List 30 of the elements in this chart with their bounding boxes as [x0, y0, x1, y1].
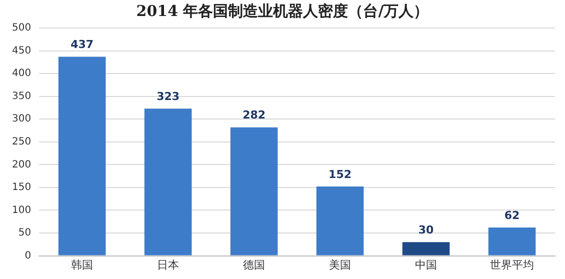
y-tick-label: 0 [24, 250, 32, 262]
bar [230, 127, 278, 256]
y-tick-label: 150 [12, 182, 32, 194]
bar [488, 228, 536, 256]
y-tick-label: 200 [12, 159, 32, 170]
data-label: 152 [328, 168, 352, 181]
x-tick-label: 韩国 [71, 258, 94, 272]
y-tick-label: 500 [12, 22, 32, 34]
y-tick-label: 250 [12, 136, 32, 148]
y-tick-label: 100 [12, 204, 32, 216]
data-label: 437 [70, 38, 94, 52]
data-label: 62 [504, 208, 520, 222]
x-tick-label: 日本 [157, 258, 180, 272]
data-label: 323 [156, 90, 180, 103]
y-tick-label: 350 [12, 90, 32, 102]
chart-title: 2014 年各国制造业机器人密度（台/万人） [135, 2, 430, 21]
bar [144, 108, 192, 256]
x-tick-label: 世界平均 [490, 258, 534, 272]
bar [58, 56, 106, 256]
x-tick-label: 美国 [329, 258, 352, 272]
y-tick-label: 400 [12, 68, 32, 80]
data-label: 30 [418, 223, 434, 236]
bar [316, 186, 364, 256]
x-tick-label: 德国 [243, 258, 266, 272]
x-tick-label: 中国 [415, 258, 438, 272]
data-label: 282 [242, 108, 266, 122]
y-tick-label: 450 [12, 45, 32, 56]
y-tick-label: 50 [18, 228, 32, 239]
bar [402, 242, 450, 256]
y-tick-label: 300 [12, 114, 32, 125]
